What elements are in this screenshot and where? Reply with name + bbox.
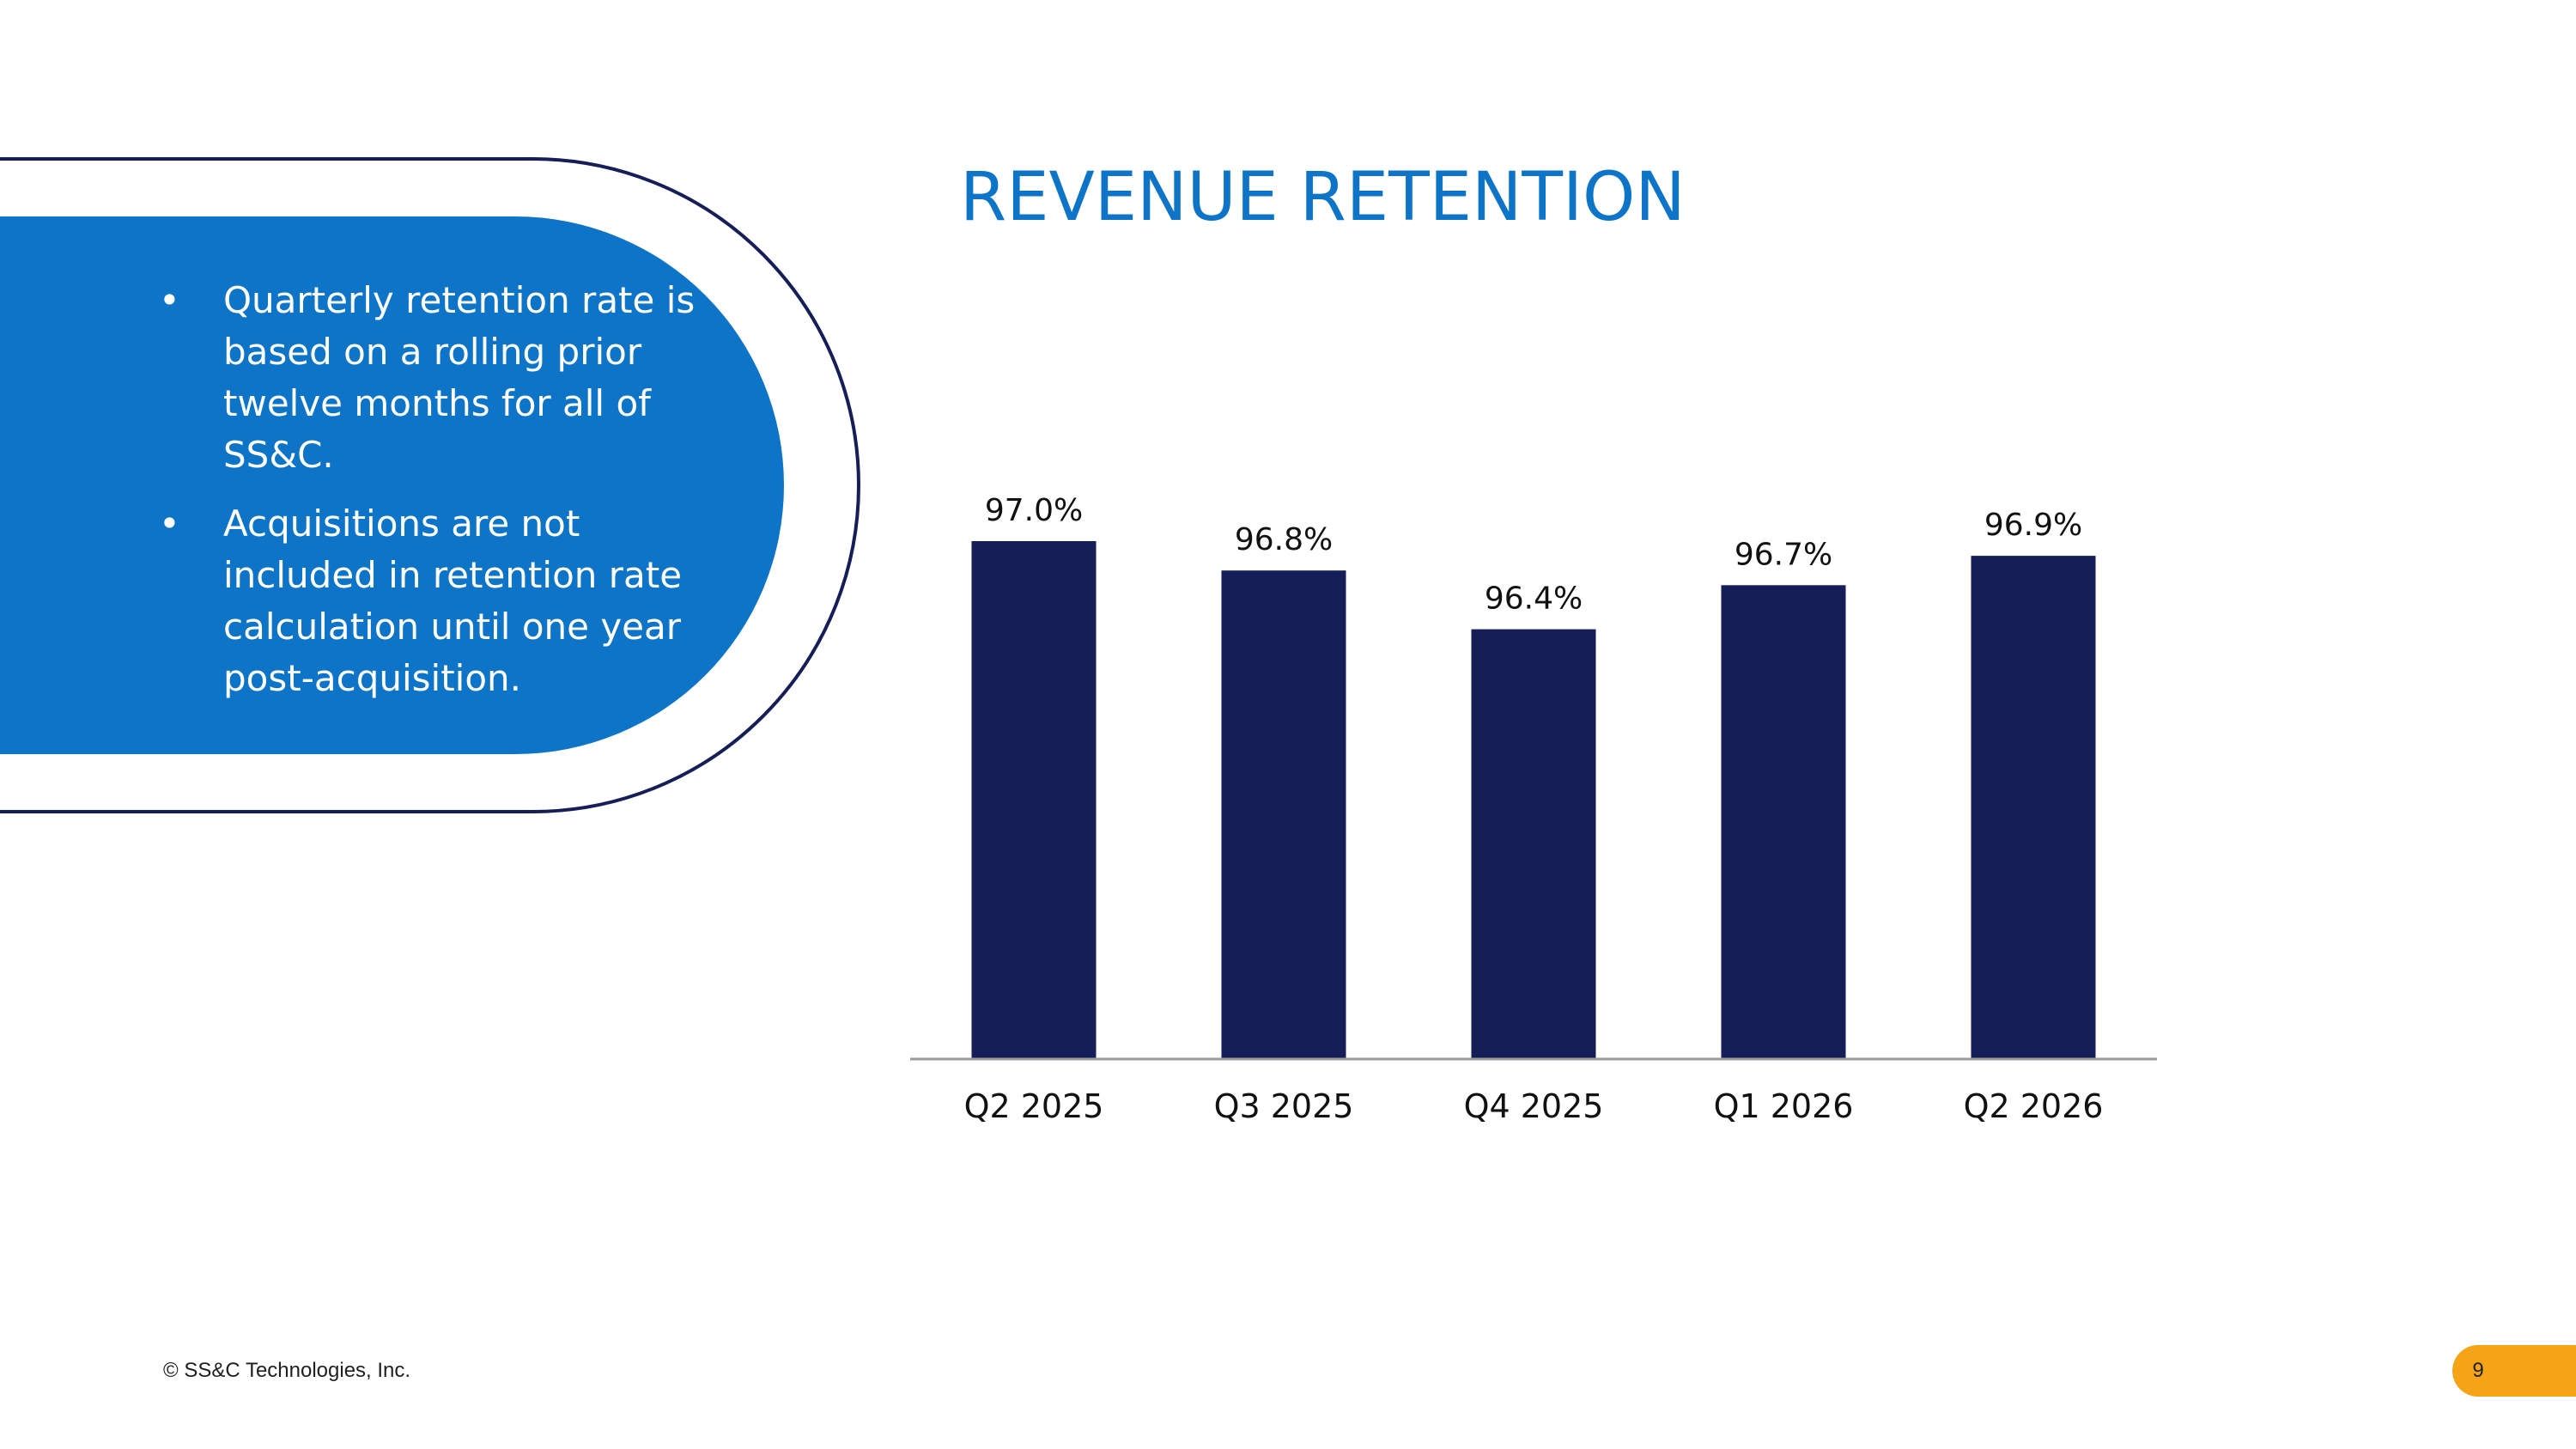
- bullet-dot-icon: •: [159, 279, 180, 321]
- callout-fill: [0, 216, 784, 754]
- x-tick-label: Q2 2025: [964, 1087, 1104, 1125]
- x-tick-label: Q4 2025: [1464, 1087, 1604, 1125]
- data-label: 96.7%: [1735, 537, 1832, 572]
- bar: [1471, 629, 1596, 1059]
- data-label: 96.9%: [1984, 508, 2082, 543]
- bullet-text: Quarterly retention rate is based on a r…: [223, 279, 696, 476]
- x-tick-label: Q2 2026: [1964, 1087, 2104, 1125]
- bullet-item: • Quarterly retention rate is based on a…: [146, 275, 696, 481]
- bar: [1221, 570, 1346, 1059]
- page-title: REVENUE RETENTION: [960, 159, 1686, 236]
- callout-outline: [0, 157, 860, 813]
- page-number: 9: [2472, 1359, 2484, 1382]
- bullet-item: • Acquisitions are not included in reten…: [146, 498, 696, 704]
- page-number-badge: 9: [2452, 1345, 2576, 1397]
- data-label: 97.0%: [985, 493, 1083, 528]
- bullet-text: Acquisitions are not included in retenti…: [223, 502, 683, 699]
- x-tick-label: Q1 2026: [1714, 1087, 1854, 1125]
- copyright-text: © SS&C Technologies, Inc.: [163, 1359, 411, 1382]
- bar: [1721, 585, 1846, 1059]
- bullet-dot-icon: •: [159, 502, 180, 545]
- bar: [1971, 556, 2096, 1059]
- callout-text: • Quarterly retention rate is based on a…: [146, 275, 696, 721]
- data-label: 96.8%: [1235, 522, 1333, 557]
- data-label: 96.4%: [1485, 581, 1583, 617]
- bar: [971, 541, 1097, 1059]
- x-tick-label: Q3 2025: [1214, 1087, 1354, 1125]
